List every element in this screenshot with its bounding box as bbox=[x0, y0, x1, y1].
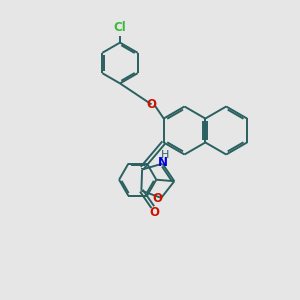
Text: Cl: Cl bbox=[114, 21, 126, 34]
Text: O: O bbox=[149, 206, 159, 219]
Text: O: O bbox=[152, 192, 162, 205]
Text: H: H bbox=[161, 150, 170, 160]
Text: O: O bbox=[146, 98, 157, 111]
Text: N: N bbox=[158, 156, 168, 169]
